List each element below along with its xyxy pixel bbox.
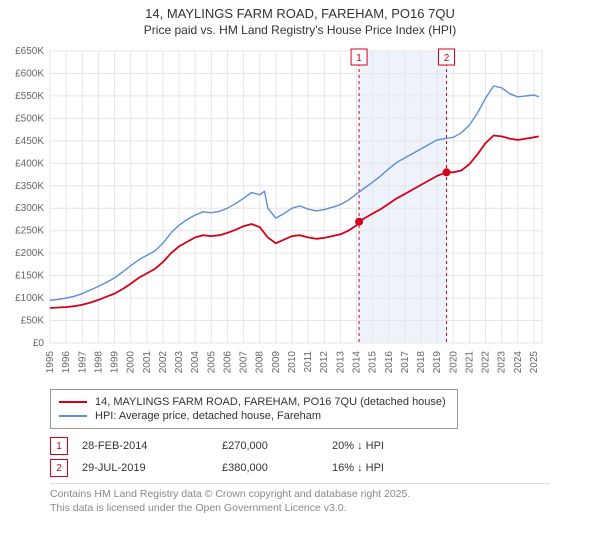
svg-text:£200K: £200K <box>15 248 44 259</box>
legend: 14, MAYLINGS FARM ROAD, FAREHAM, PO16 7Q… <box>50 389 458 429</box>
svg-text:1998: 1998 <box>93 351 104 374</box>
svg-text:£450K: £450K <box>15 136 44 147</box>
sale-diff: 20% ↓ HPI <box>332 440 442 452</box>
sale-date: 28-FEB-2014 <box>82 440 222 452</box>
svg-text:1995: 1995 <box>45 351 56 374</box>
page-subtitle: Price paid vs. HM Land Registry's House … <box>0 23 600 37</box>
sale-date: 29-JUL-2019 <box>82 462 222 474</box>
svg-text:£350K: £350K <box>15 181 44 192</box>
svg-text:£500K: £500K <box>15 113 44 124</box>
svg-text:2023: 2023 <box>497 351 508 374</box>
svg-text:2020: 2020 <box>448 351 459 374</box>
svg-text:2002: 2002 <box>158 351 169 374</box>
svg-text:£250K: £250K <box>15 226 44 237</box>
sale-diff: 16% ↓ HPI <box>332 462 442 474</box>
svg-text:£550K: £550K <box>15 91 44 102</box>
svg-text:1999: 1999 <box>110 351 121 374</box>
svg-text:2013: 2013 <box>335 351 346 374</box>
sale-marker: 2 <box>50 459 68 477</box>
footer-line-1: Contains HM Land Registry data © Crown c… <box>50 488 550 502</box>
svg-text:£400K: £400K <box>15 158 44 169</box>
svg-text:2006: 2006 <box>222 351 233 374</box>
svg-text:2019: 2019 <box>432 351 443 374</box>
sale-price: £380,000 <box>222 462 332 474</box>
svg-text:2018: 2018 <box>416 351 427 374</box>
svg-text:2015: 2015 <box>368 351 379 374</box>
page-title: 14, MAYLINGS FARM ROAD, FAREHAM, PO16 7Q… <box>0 6 600 21</box>
svg-text:2022: 2022 <box>481 351 492 374</box>
svg-text:2: 2 <box>444 53 450 64</box>
svg-text:2021: 2021 <box>464 351 475 374</box>
svg-text:1996: 1996 <box>61 351 72 374</box>
svg-text:2003: 2003 <box>174 351 185 374</box>
legend-item: 14, MAYLINGS FARM ROAD, FAREHAM, PO16 7Q… <box>59 396 449 408</box>
svg-text:£600K: £600K <box>15 68 44 79</box>
legend-label: HPI: Average price, detached house, Fare… <box>95 410 321 422</box>
svg-text:2014: 2014 <box>351 351 362 374</box>
svg-text:2016: 2016 <box>384 351 395 374</box>
svg-text:2011: 2011 <box>303 351 314 373</box>
svg-text:£300K: £300K <box>15 203 44 214</box>
sale-price: £270,000 <box>222 440 332 452</box>
sales-table: 1 28-FEB-2014£270,00020% ↓ HPI 2 29-JUL-201… <box>50 435 600 479</box>
svg-text:2009: 2009 <box>271 351 282 374</box>
svg-text:2005: 2005 <box>206 351 217 374</box>
sale-row: 2 29-JUL-2019£380,00016% ↓ HPI <box>50 457 600 479</box>
sale-marker: 1 <box>50 437 68 455</box>
svg-text:2001: 2001 <box>142 351 153 374</box>
svg-text:1997: 1997 <box>77 351 88 374</box>
legend-swatch <box>59 415 87 417</box>
svg-text:£650K: £650K <box>15 46 44 57</box>
price-chart: £0 £50K £100K £150K £200K £250K £300K £350K £400… <box>0 43 600 383</box>
svg-text:2025: 2025 <box>529 351 540 374</box>
footer-attribution: Contains HM Land Registry data © Crown c… <box>50 483 550 515</box>
svg-text:2010: 2010 <box>287 351 298 374</box>
sale-row: 1 28-FEB-2014£270,00020% ↓ HPI <box>50 435 600 457</box>
legend-label: 14, MAYLINGS FARM ROAD, FAREHAM, PO16 7Q… <box>95 396 446 408</box>
svg-text:£0: £0 <box>33 338 45 349</box>
svg-text:1: 1 <box>356 53 362 64</box>
legend-item: HPI: Average price, detached house, Fare… <box>59 410 449 422</box>
svg-text:£100K: £100K <box>15 293 44 304</box>
svg-text:2017: 2017 <box>400 351 411 374</box>
svg-text:2000: 2000 <box>126 351 137 374</box>
svg-text:2004: 2004 <box>190 351 201 374</box>
svg-text:£50K: £50K <box>21 316 45 327</box>
svg-text:2007: 2007 <box>239 351 250 374</box>
legend-swatch <box>59 401 87 403</box>
footer-line-2: This data is licensed under the Open Gov… <box>50 502 550 516</box>
svg-text:2024: 2024 <box>513 351 524 374</box>
svg-text:2012: 2012 <box>319 351 330 374</box>
svg-text:2008: 2008 <box>255 351 266 374</box>
svg-text:£150K: £150K <box>15 271 44 282</box>
